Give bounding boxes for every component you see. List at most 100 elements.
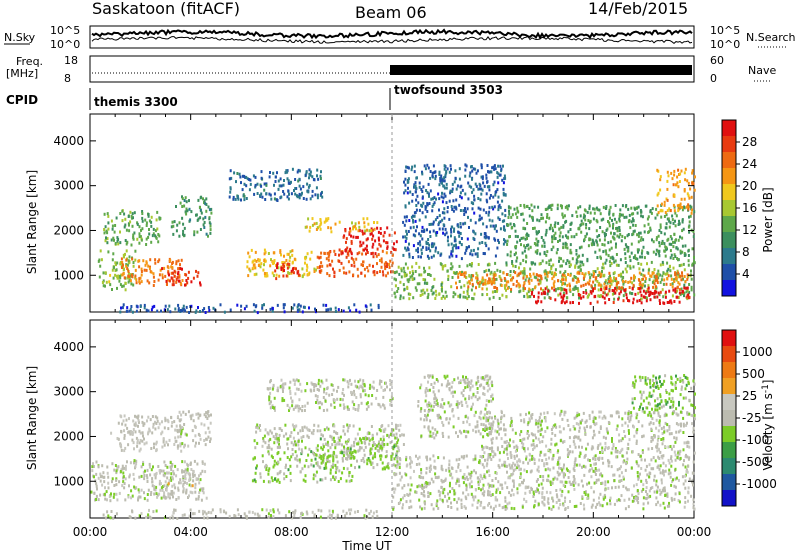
data-cell: [472, 188, 475, 192]
data-cell: [366, 462, 369, 466]
data-cell: [505, 261, 508, 265]
data-cell: [608, 271, 611, 275]
data-cell: [557, 293, 560, 297]
data-cell: [259, 428, 262, 432]
data-cell: [380, 260, 383, 264]
data-cell: [486, 293, 489, 296]
data-cell: [687, 249, 690, 253]
data-cell: [253, 192, 256, 196]
data-cell: [669, 299, 672, 303]
data-cell: [687, 259, 690, 263]
data-cell: [305, 225, 308, 229]
data-cell: [469, 485, 472, 489]
data-cell: [270, 476, 273, 480]
data-cell: [598, 248, 601, 252]
data-cell: [405, 219, 408, 223]
data-cell: [521, 212, 524, 216]
data-region: [316, 436, 399, 471]
data-cell: [628, 219, 631, 222]
data-cell: [205, 496, 208, 500]
data-cell: [155, 422, 158, 425]
data-cell: [315, 453, 318, 457]
data-cell: [645, 486, 648, 490]
data-cell: [159, 471, 161, 475]
data-cell: [106, 212, 109, 216]
data-cell: [120, 257, 123, 261]
data-cell: [323, 220, 326, 224]
data-cell: [140, 488, 143, 492]
data-cell: [99, 493, 102, 497]
data-cell: [390, 400, 393, 403]
data-cell: [445, 294, 448, 298]
data-cell: [429, 249, 432, 253]
data-cell: [373, 443, 376, 446]
data-cell: [254, 305, 257, 309]
data-cell: [309, 225, 312, 229]
data-cell: [683, 268, 686, 272]
data-cell: [167, 495, 170, 499]
data-cell: [407, 186, 409, 190]
data-cell: [197, 432, 200, 436]
data-cell: [265, 468, 268, 471]
data-cell: [177, 435, 180, 439]
data-cell: [376, 449, 379, 453]
data-cell: [610, 231, 612, 235]
data-cell: [657, 455, 660, 459]
data-cell: [570, 221, 573, 225]
data-cell: [658, 249, 661, 253]
data-cell: [350, 263, 353, 267]
data-cell: [135, 423, 138, 427]
data-cell: [582, 222, 585, 226]
data-cell: [690, 277, 693, 281]
data-cell: [369, 460, 372, 464]
data-cell: [660, 478, 663, 482]
data-cell: [658, 457, 661, 460]
data-cell: [137, 488, 140, 492]
data-cell: [690, 205, 693, 209]
data-cell: [591, 243, 593, 247]
data-cell: [656, 204, 659, 208]
data-cell: [315, 268, 317, 272]
data-cell: [186, 463, 189, 467]
data-cell: [167, 270, 170, 274]
data-cell: [118, 480, 121, 484]
data-cell: [280, 195, 283, 199]
data-cell: [692, 483, 694, 487]
data-cell: [579, 502, 582, 505]
data-cell: [679, 274, 681, 278]
data-cell: [653, 268, 656, 271]
data-cell: [93, 475, 95, 479]
data-cell: [426, 296, 429, 300]
data-cell: [619, 258, 622, 262]
data-cell: [545, 271, 548, 275]
data-cell: [167, 278, 170, 282]
data-cell: [337, 436, 340, 440]
data-cell: [185, 273, 188, 277]
data-cell: [412, 214, 414, 218]
data-cell: [179, 478, 182, 482]
data-cell: [338, 469, 341, 473]
data-cell: [405, 165, 408, 169]
data-cell: [167, 420, 170, 424]
data-cell: [291, 404, 294, 408]
data-cell: [267, 450, 270, 454]
data-cell: [551, 235, 554, 239]
data-cell: [270, 197, 273, 201]
data-cell: [291, 423, 294, 427]
data-cell: [354, 384, 357, 388]
data-cell: [333, 405, 336, 409]
data-cell: [531, 215, 533, 219]
data-cell: [491, 493, 494, 497]
data-cell: [564, 241, 567, 245]
data-cell: [596, 235, 599, 239]
data-cell: [669, 256, 672, 260]
data-cell: [622, 282, 625, 286]
data-cell: [347, 426, 350, 430]
data-cell: [472, 297, 475, 301]
data-cell: [492, 224, 495, 228]
data-cell: [412, 220, 415, 224]
data-cell: [596, 267, 599, 271]
data-cell: [173, 420, 176, 424]
data-cell: [486, 273, 489, 277]
data-cell: [643, 256, 646, 260]
